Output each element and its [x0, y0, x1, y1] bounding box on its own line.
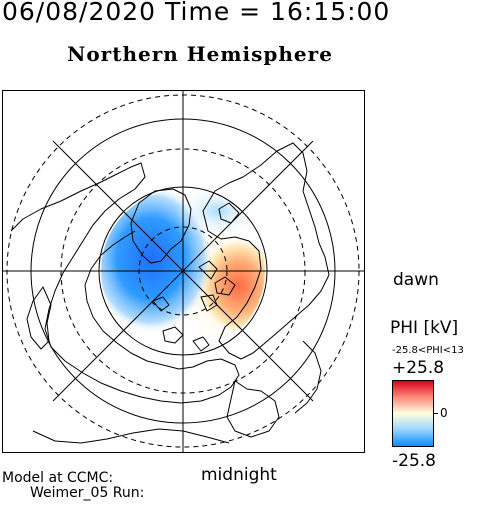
longitude-lines: [3, 91, 364, 452]
coastline-scandinavia: [26, 286, 52, 350]
dawn-label: dawn: [393, 270, 439, 290]
lon-line-diag-b: [52, 140, 314, 402]
model-info-line2: Weimer_05 Run:: [30, 485, 145, 501]
coastline-alaska: [226, 380, 280, 438]
colorbar: [392, 380, 434, 447]
model-info-line1: Model at CCMC:: [2, 470, 114, 486]
hemisphere-title: Northern Hemisphere: [67, 42, 333, 66]
coastline-arctic-islands: [152, 296, 210, 352]
colorbar-zero-tick: [434, 413, 438, 414]
light-blue-region: [176, 189, 260, 239]
colorbar-title: PHI [kV]: [390, 318, 459, 338]
coastline-asia-east: [294, 340, 322, 414]
coastline-eurasia: [10, 162, 240, 404]
coastline-canadian-islands: [198, 202, 240, 312]
midnight-label: midnight: [201, 465, 277, 485]
colorbar-range: -25.8<PHI<13: [392, 345, 464, 356]
coastline-greenland: [130, 188, 192, 264]
polar-map: [2, 90, 365, 453]
colorbar-min-label: -25.8: [392, 451, 436, 471]
coastline-north-america: [202, 142, 330, 360]
datetime-header: 06/08/2020 Time = 16:15:00: [2, 0, 391, 26]
colorbar-max-label: +25.8: [392, 358, 445, 378]
colorbar-zero-label: 0: [440, 406, 448, 420]
coastlines: [10, 142, 330, 444]
coastline-siberia-south: [32, 428, 230, 444]
